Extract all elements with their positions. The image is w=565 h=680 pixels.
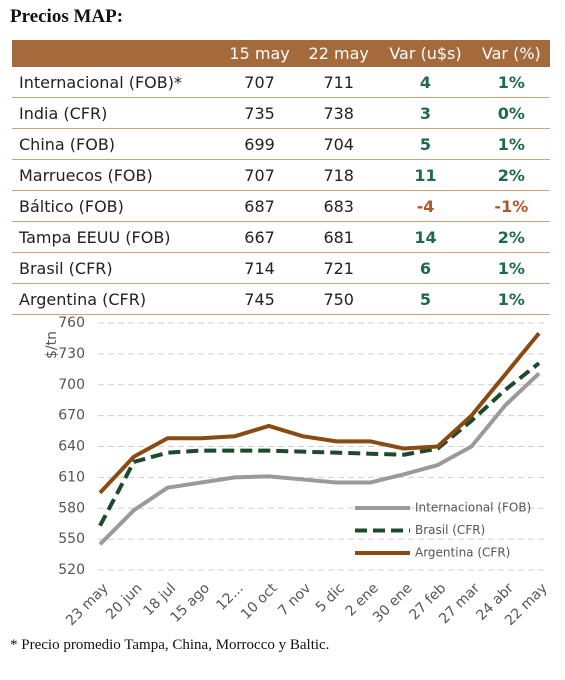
header-cell: Var (%) (472, 40, 550, 67)
table-row: Argentina (CFR) 745 750 5 1% (12, 283, 550, 315)
table-cell: 681 (299, 221, 379, 253)
header-cell (12, 40, 220, 67)
table-cell: 718 (299, 159, 379, 191)
x-tick-label: 5 dic (313, 580, 348, 615)
table-cell: 6 (378, 252, 473, 284)
table-row: India (CFR) 735 738 3 0% (12, 97, 550, 129)
price-table: 15 may 22 may Var (u$s) Var (%) Internaciona… (12, 40, 550, 315)
series-line (98, 371, 541, 546)
table-cell: 4 (378, 67, 473, 98)
table-cell: 683 (299, 190, 379, 222)
table-cell: 707 (220, 159, 300, 191)
table-cell: Tampa EEUU (FOB) (12, 221, 220, 253)
table-cell: 745 (220, 283, 300, 315)
table-cell: 11 (378, 159, 473, 191)
table-cell: 2% (472, 159, 550, 191)
table-cell: 1% (472, 128, 550, 160)
y-tick-label: 640 (58, 439, 85, 455)
x-tick-label: 10 oct (238, 580, 281, 623)
y-tick-label: 610 (58, 469, 85, 485)
table-cell: 1% (472, 67, 550, 98)
series-line (98, 361, 541, 527)
table-cell: 0% (472, 97, 550, 129)
table-cell: 667 (220, 221, 300, 253)
table-cell: 5 (378, 283, 473, 315)
table-cell: 699 (220, 128, 300, 160)
table-cell: India (CFR) (12, 97, 220, 129)
legend-label: Brasil (CFR) (415, 523, 485, 537)
table-cell: 721 (299, 252, 379, 284)
table-cell: -1% (472, 190, 550, 222)
footnote: * Precio promedio Tampa, China, Morrocco… (10, 637, 330, 653)
x-tick-label: 7 nov (275, 580, 314, 619)
table-cell: 735 (220, 97, 300, 129)
header-cell: 15 may (220, 40, 300, 67)
table-cell: 3 (378, 97, 473, 129)
table-row: Báltico (FOB) 687 683 -4 -1% (12, 190, 550, 222)
y-tick-label: 760 (58, 315, 85, 331)
y-tick-label: 580 (58, 500, 85, 516)
header-cell: 22 may (299, 40, 379, 67)
legend-label: Internacional (FOB) (415, 501, 531, 515)
table-cell: 704 (299, 128, 379, 160)
table-row: Brasil (CFR) 714 721 6 1% (12, 252, 550, 284)
legend-label: Argentina (CFR) (415, 546, 510, 560)
table-cell: Báltico (FOB) (12, 190, 220, 222)
table-cell: 687 (220, 190, 300, 222)
y-tick-label: 670 (58, 408, 85, 424)
table-cell: Marruecos (FOB) (12, 159, 220, 191)
table-cell: China (FOB) (12, 128, 220, 160)
table-row: Internacional (FOB)* 707 711 4 1% (12, 67, 550, 98)
table-cell: -4 (378, 190, 473, 222)
y-axis-label: $/tn (44, 331, 60, 359)
x-tick-label: 20 jun (103, 580, 145, 622)
table-row: Marruecos (FOB) 707 718 11 2% (12, 159, 550, 191)
table-cell: 2% (472, 221, 550, 253)
table-cell: 14 (378, 221, 473, 253)
table-cell: 714 (220, 252, 300, 284)
header-cell: Var (u$s) (378, 40, 473, 67)
y-tick-label: 550 (58, 531, 85, 547)
table-cell: Internacional (FOB)* (12, 67, 220, 98)
header-row: 15 may 22 may Var (u$s) Var (%) (12, 40, 550, 67)
y-tick-label: 520 (58, 562, 85, 578)
table-cell: 1% (472, 283, 550, 315)
table-cell: Argentina (CFR) (12, 283, 220, 315)
table-cell: 1% (472, 252, 550, 284)
series-line (98, 332, 541, 495)
table-row: Tampa EEUU (FOB) 667 681 14 2% (12, 221, 550, 253)
table-cell: Brasil (CFR) (12, 252, 220, 284)
y-tick-label: 700 (58, 377, 85, 393)
table-cell: 5 (378, 128, 473, 160)
y-tick-label: 730 (58, 346, 85, 362)
chart: 520 550 580 610 640 670 700 730 760$/tn 23 may20 … (44, 315, 551, 629)
table-cell: 750 (299, 283, 379, 315)
table-cell: 738 (299, 97, 379, 129)
x-tick-label: 23 may (63, 580, 112, 629)
title: Precios MAP: (10, 6, 124, 27)
table-cell: 707 (220, 67, 300, 98)
table-cell: 711 (299, 67, 379, 98)
table-row: China (FOB) 699 704 5 1% (12, 128, 550, 160)
